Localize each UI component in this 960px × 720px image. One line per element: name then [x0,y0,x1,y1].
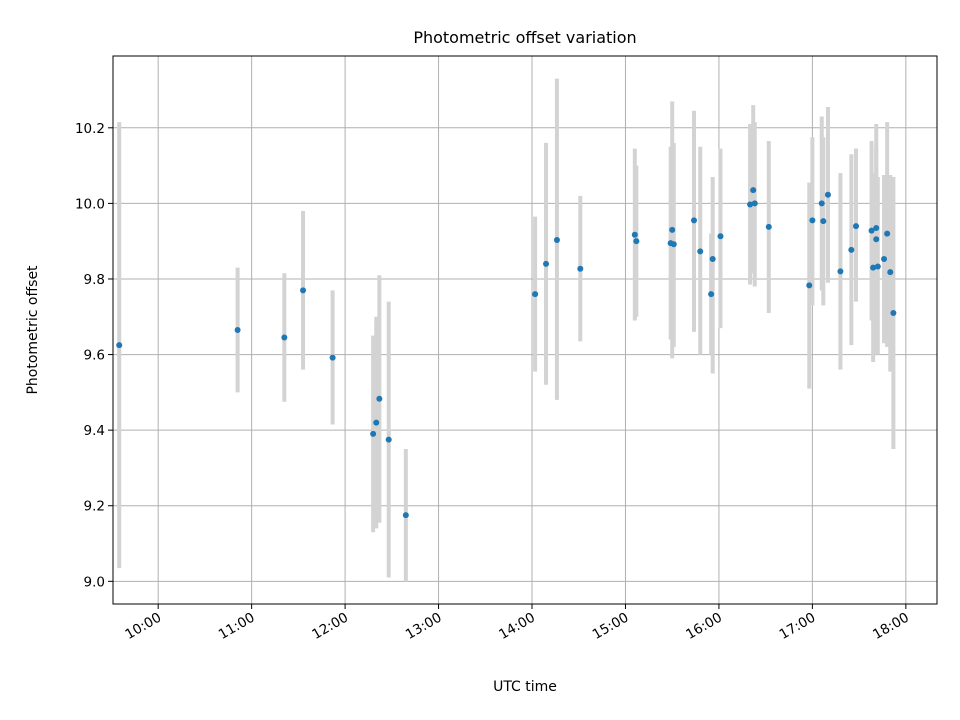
data-point [543,260,550,267]
data-point [577,265,584,272]
gridlines [113,56,937,604]
data-point [751,200,758,207]
y-tick-label: 9.4 [84,423,105,439]
y-tick-label: 9.2 [84,499,105,515]
data-point [848,246,855,253]
data-point [870,264,877,271]
y-tick-label: 10.2 [75,121,105,137]
y-axis-ticks: 9.0 9.2 9.4 9.6 9.8 10.0 10.2 [75,121,113,590]
data-point [708,291,715,298]
data-point [631,231,638,238]
data-point [376,395,383,402]
data-point [402,512,409,519]
data-point [709,255,716,262]
chart-title: Photometric offset variation [413,28,636,47]
data-point [874,263,881,270]
data-point [837,268,844,275]
data-point [532,291,539,298]
data-point [116,342,123,349]
data-point [887,269,894,276]
data-point [868,227,875,234]
data-point [890,309,897,316]
y-tick-label: 9.8 [84,272,105,288]
data-point [373,419,380,426]
data-point [853,223,860,230]
data-point [750,187,757,194]
data-point [820,218,827,225]
data-point [300,287,307,294]
data-point [691,217,698,224]
data-point [670,241,677,248]
y-axis-label: Photometric offset [25,265,41,395]
data-point [881,255,888,262]
data-point [717,233,724,240]
data-point [884,230,891,237]
data-points [116,187,897,519]
data-point [697,248,704,255]
plot-frame [112,55,938,605]
data-point [329,354,336,361]
y-tick-label: 9.6 [84,348,105,364]
data-point [873,224,880,231]
data-point [370,430,377,437]
data-point [633,238,640,245]
data-point [806,282,813,289]
data-point [281,334,288,341]
y-tick-label: 9.0 [84,574,105,590]
data-point [234,327,241,333]
data-point [553,237,560,244]
data-point [873,236,880,243]
x-axis-label: UTC time [493,679,557,695]
data-point [747,201,754,208]
data-point [765,223,772,230]
data-point [669,226,676,233]
y-tick-label: 10.0 [75,196,105,212]
data-point [824,191,831,198]
data-point [385,436,392,443]
data-point [818,200,825,207]
data-point [809,217,816,224]
